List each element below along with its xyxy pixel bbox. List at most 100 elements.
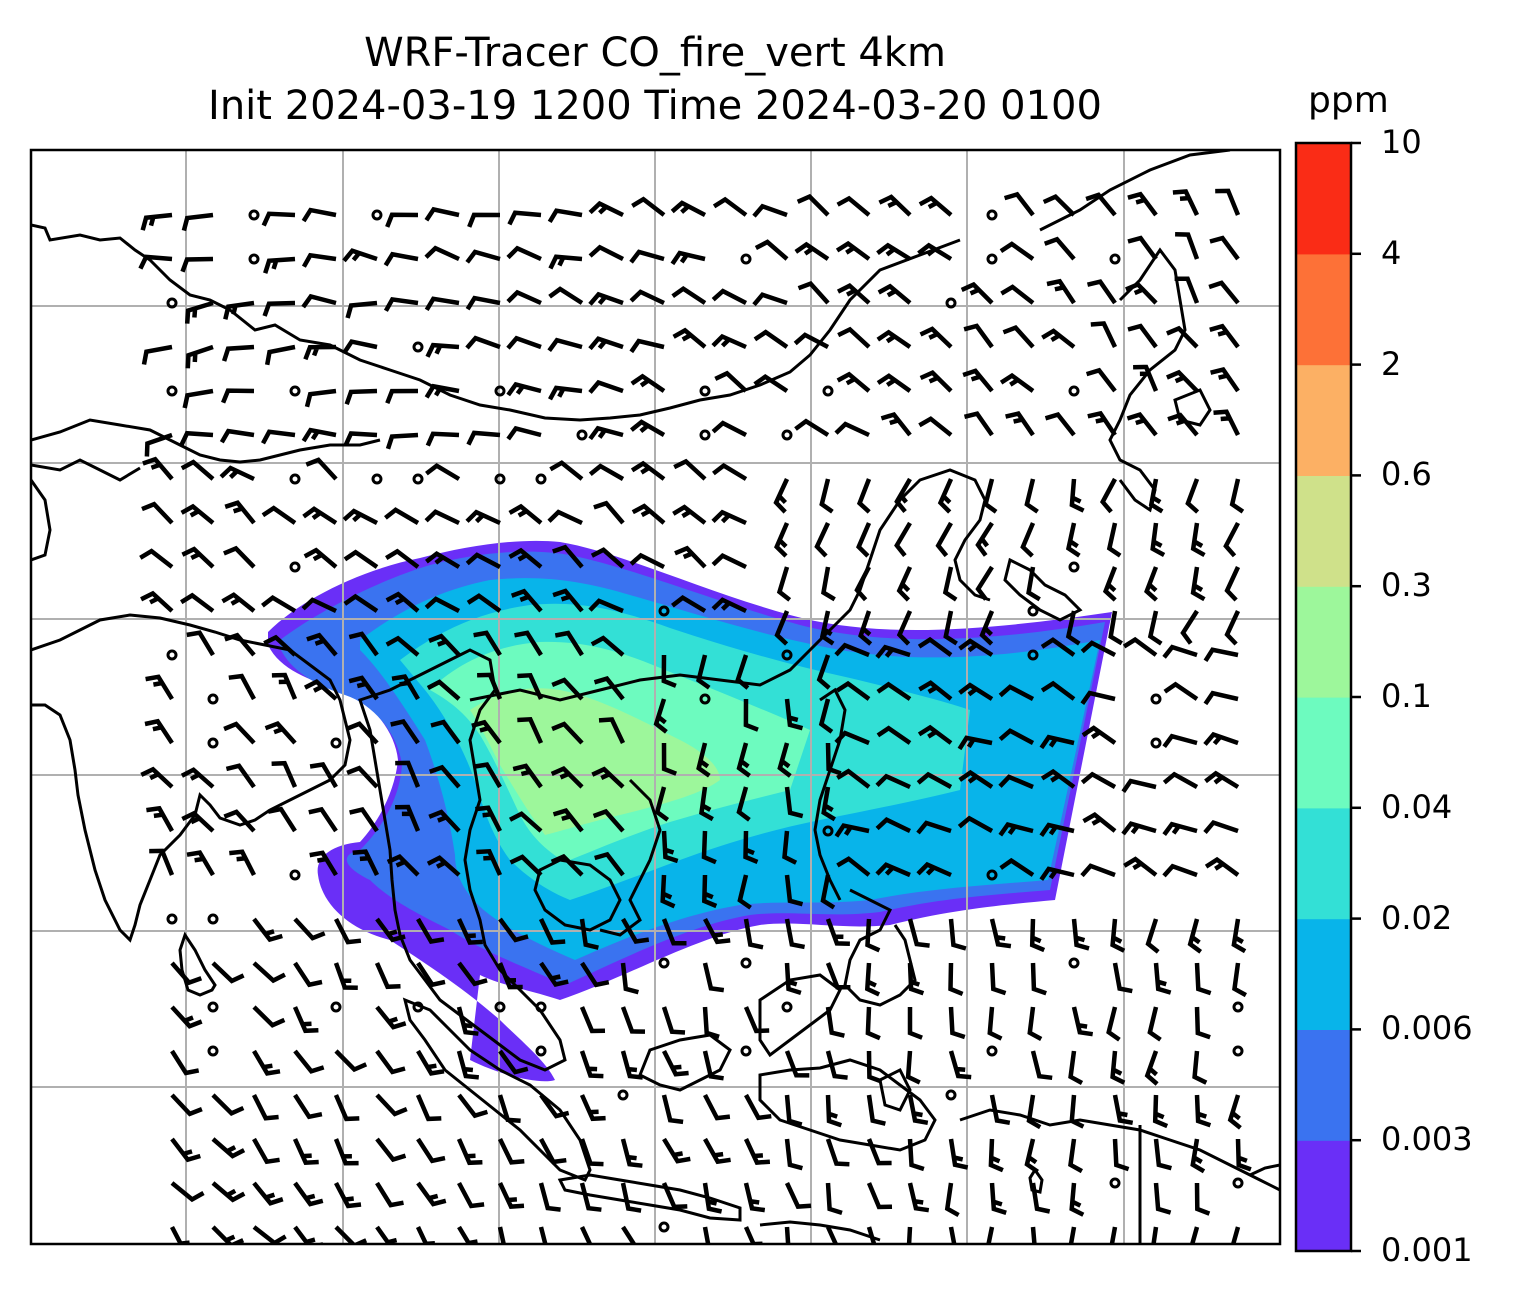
calm-wind-marker	[1027, 605, 1039, 617]
wind-barb	[304, 388, 337, 408]
wind-barb	[375, 1137, 407, 1163]
wind-barb	[547, 208, 583, 224]
wind-barb	[428, 633, 461, 657]
calm-wind-marker	[207, 1045, 219, 1057]
wind-barb	[916, 771, 953, 789]
wind-barb	[424, 596, 461, 613]
wind-barb	[428, 764, 461, 789]
wind-barb	[416, 1049, 445, 1076]
wind-barb	[673, 458, 707, 481]
wind-barb	[334, 1049, 368, 1073]
wind-barb	[179, 430, 214, 446]
wind-barb	[794, 418, 830, 437]
calm-wind-marker	[289, 869, 301, 881]
wind-barb	[375, 1005, 407, 1030]
wind-barb	[711, 553, 747, 570]
calm-wind-marker	[330, 1001, 342, 1013]
wind-barb	[784, 1094, 803, 1127]
wind-barb	[1069, 478, 1085, 513]
wind-barb	[702, 1050, 724, 1081]
calm-wind-marker	[1068, 957, 1080, 969]
wind-barb	[228, 673, 256, 701]
calm-wind-marker	[166, 385, 178, 397]
wind-barb	[875, 817, 911, 834]
wind-barb	[225, 763, 256, 789]
wind-barb	[1090, 321, 1118, 348]
wind-barb	[1080, 771, 1117, 789]
wind-barb	[309, 762, 338, 789]
wind-barb	[744, 1093, 772, 1121]
wind-barb	[509, 854, 543, 877]
wind-barb	[548, 286, 584, 305]
wind-barb	[907, 918, 930, 948]
wind-barb	[292, 1006, 319, 1034]
wind-barb	[944, 1182, 960, 1218]
wind-barb	[593, 500, 625, 525]
wind-barb	[1167, 412, 1199, 437]
wind-barb	[907, 962, 925, 996]
wind-barb	[170, 1005, 203, 1029]
wind-barb	[425, 462, 461, 481]
wind-barb	[293, 1093, 323, 1120]
wind-barb	[181, 212, 214, 232]
wind-barb	[467, 212, 501, 228]
wind-barb	[998, 822, 1034, 837]
wind-barb	[593, 676, 625, 701]
wind-barb	[219, 465, 255, 482]
wind-barb	[1203, 647, 1239, 663]
wind-barb	[866, 1094, 886, 1126]
wind-barb	[957, 735, 993, 751]
wind-barb	[415, 1094, 442, 1122]
wind-barb	[907, 1182, 930, 1213]
wind-barb	[146, 805, 174, 833]
wind-barb	[661, 742, 678, 776]
wind-barb	[252, 1005, 286, 1028]
wind-barb	[1123, 856, 1158, 877]
wind-barb	[1071, 918, 1090, 951]
calm-wind-marker	[1068, 385, 1080, 397]
wind-barb	[303, 344, 337, 361]
calm-wind-marker	[945, 1089, 957, 1101]
wind-barb	[170, 1093, 203, 1117]
wind-barb	[383, 251, 419, 267]
wind-barb	[629, 419, 666, 437]
wind-barb	[906, 1226, 913, 1244]
wind-barb	[834, 730, 870, 746]
wind-barb	[506, 245, 542, 262]
colorbar-tick-label: 0.1	[1381, 677, 1432, 715]
calm-wind-marker	[166, 649, 178, 661]
wind-barb	[1127, 191, 1158, 217]
map-title: WRF-Tracer CO_fire_vert 4km	[364, 30, 946, 76]
wind-barb	[1068, 1226, 1077, 1244]
wind-barb	[878, 194, 912, 217]
wind-barb	[819, 610, 835, 646]
wind-barb	[919, 370, 953, 393]
wind-barb	[825, 1182, 843, 1216]
calm-wind-marker	[781, 429, 793, 441]
wind-barb	[986, 1226, 995, 1244]
wind-barb	[620, 1050, 643, 1080]
wind-barb	[252, 1181, 284, 1206]
wind-barb	[1106, 1006, 1121, 1042]
wind-barb	[211, 1093, 245, 1116]
wind-barb	[975, 565, 994, 601]
calm-wind-marker	[699, 693, 711, 705]
wind-barb	[825, 742, 842, 776]
wind-barb	[517, 672, 544, 700]
wind-barb	[907, 1094, 929, 1126]
wind-barb	[498, 1049, 529, 1075]
wind-barb	[580, 961, 610, 988]
wind-barb	[620, 1138, 643, 1168]
wind-barb	[497, 1138, 525, 1165]
wind-barb	[876, 725, 912, 745]
wind-barb	[1209, 323, 1240, 349]
wind-barb	[144, 718, 174, 745]
wind-barb	[1121, 821, 1157, 836]
wind-barb	[702, 1006, 720, 1039]
wind-barb	[334, 1225, 368, 1244]
wind-barb	[989, 962, 1007, 996]
wind-barb	[424, 509, 460, 526]
calm-wind-marker	[1150, 737, 1162, 749]
wind-barb	[252, 917, 283, 943]
colorbar-segment	[1296, 1140, 1351, 1252]
